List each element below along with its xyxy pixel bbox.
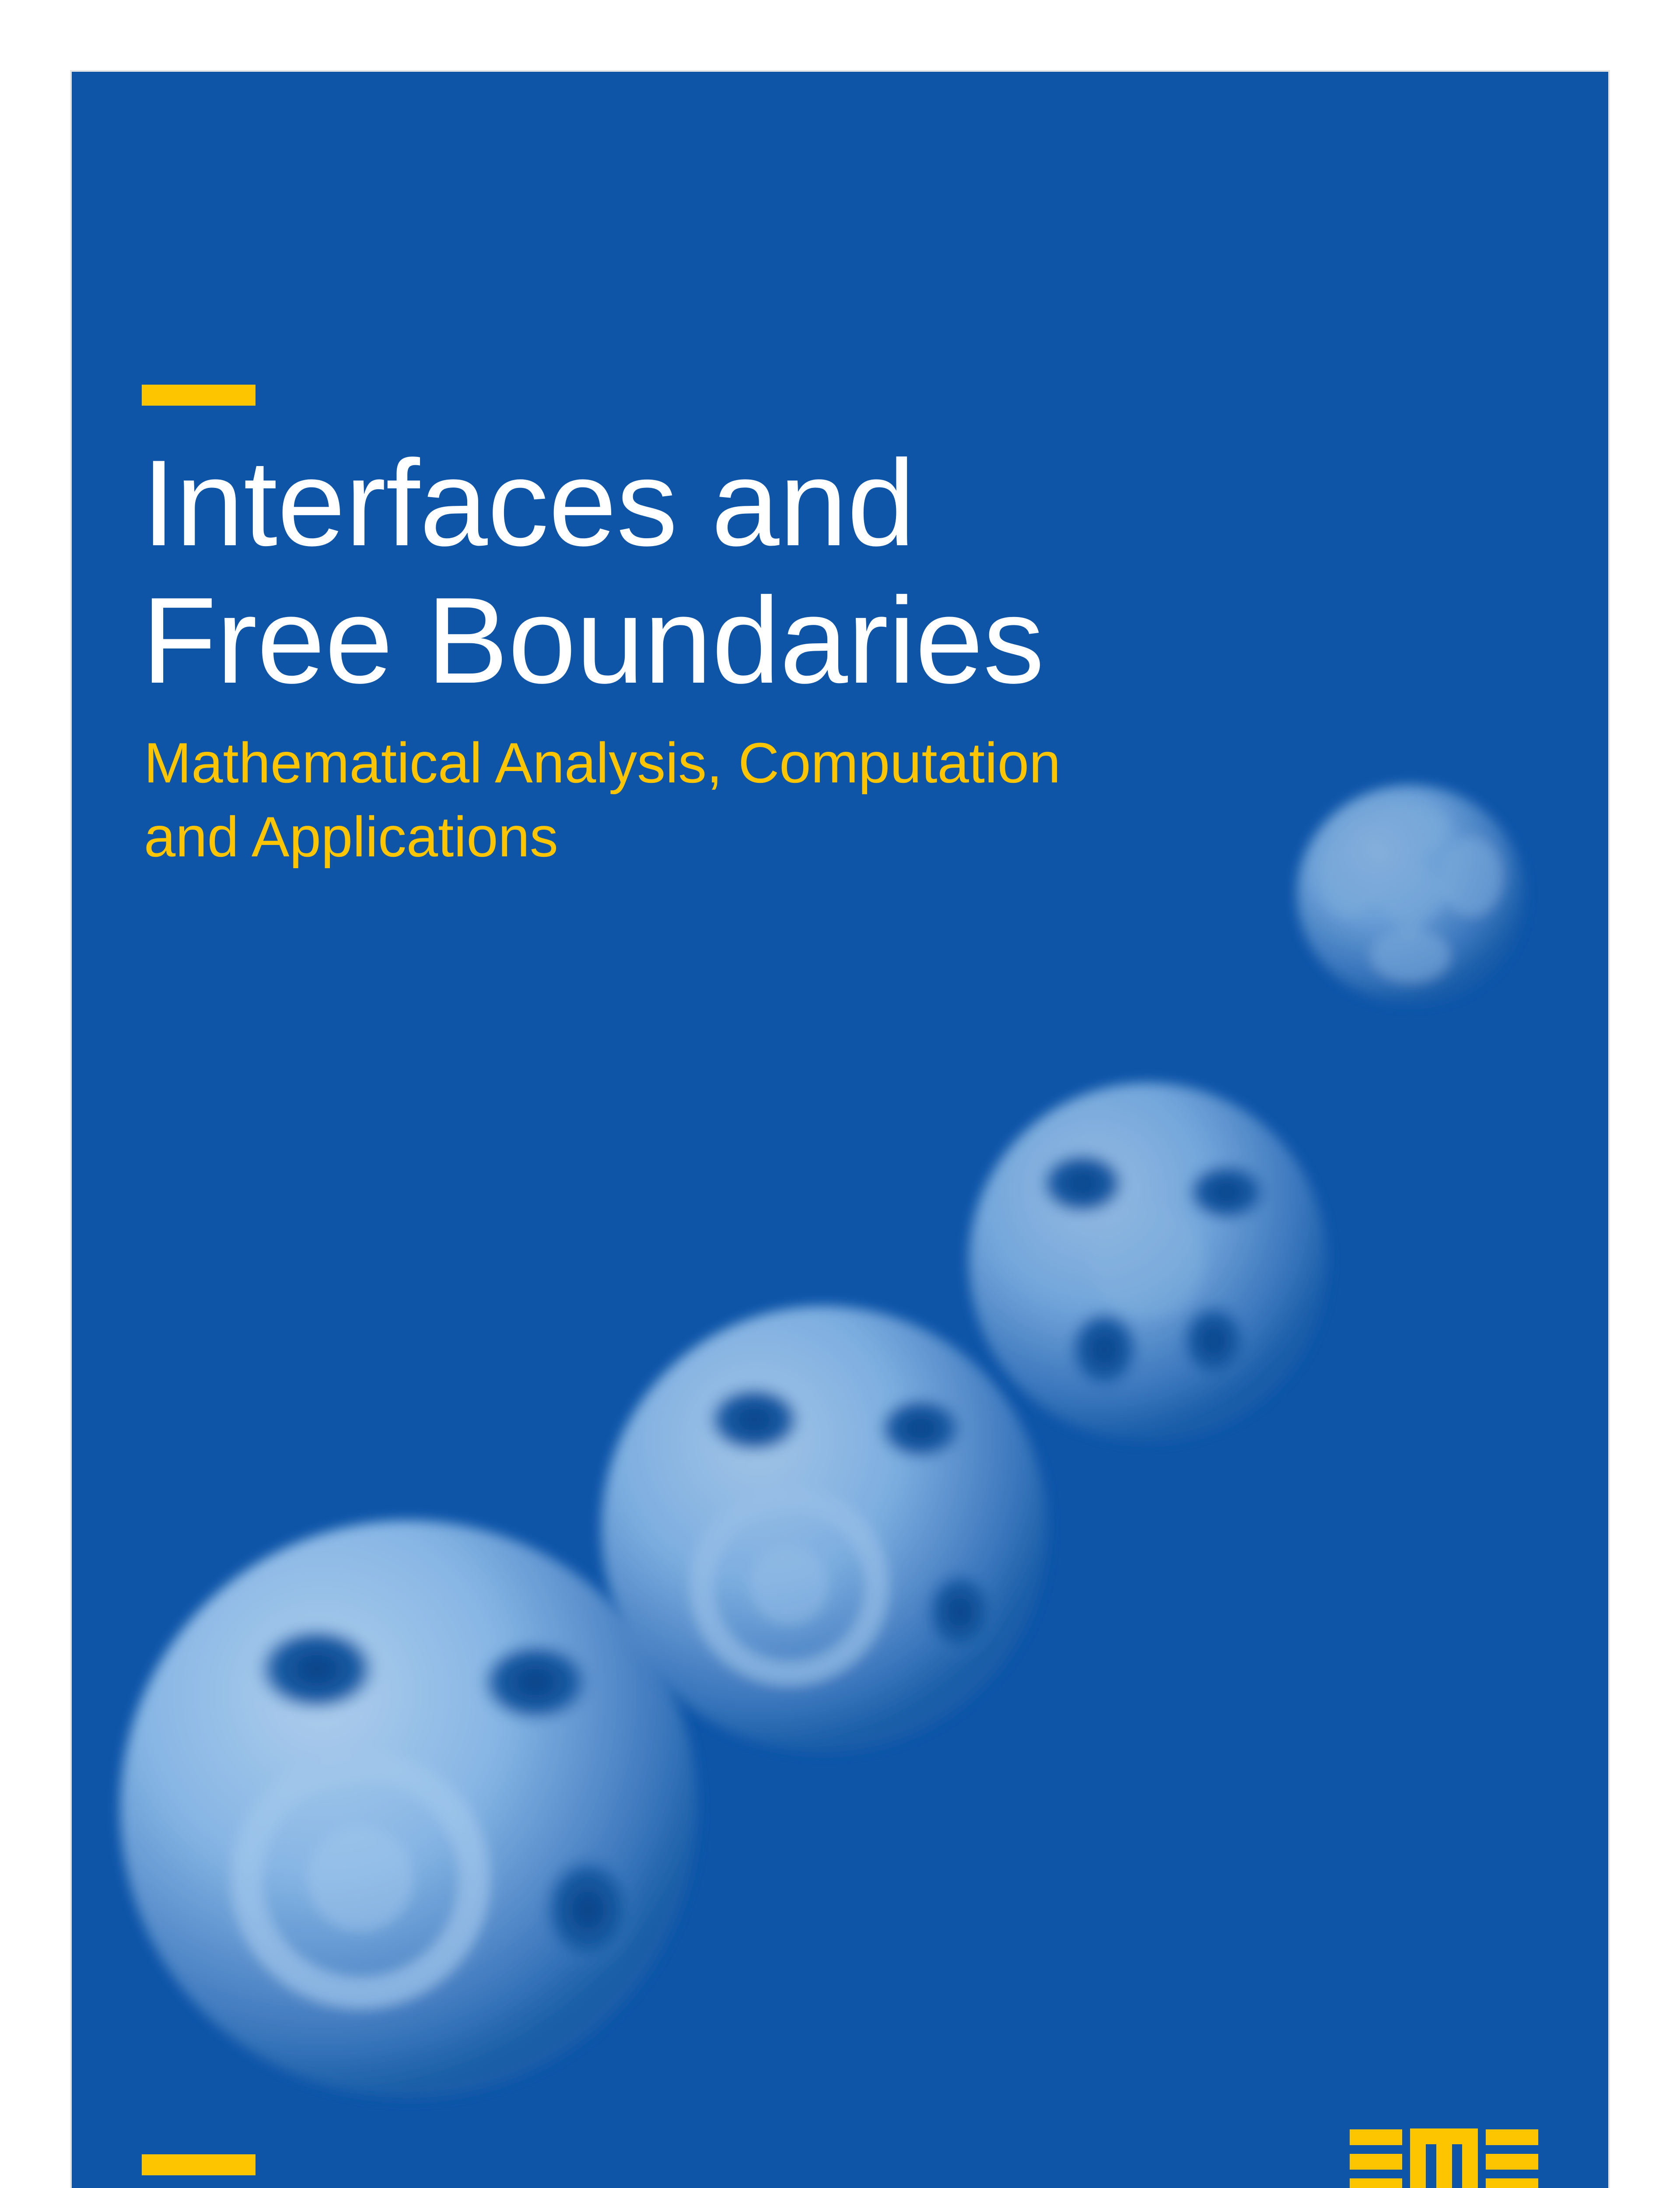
accent-bars-bottom [142,2133,256,2188]
journal-cover: Interfaces and Free Boundaries Mathemati… [70,70,1610,2188]
title-line-2: Free Boundaries [142,572,1044,709]
journal-title: Interfaces and Free Boundaries [142,435,1044,709]
subtitle-line-2: and Applications [144,805,558,869]
journal-subtitle: Mathematical Analysis, Computation and A… [144,726,1060,874]
ems-logo-letters [1350,2128,1538,2188]
cover-graphics [72,72,1608,2188]
title-line-1: Interfaces and [142,435,915,572]
accent-bar-bottom-1 [142,2154,256,2175]
ems-logo-s [1486,2129,1538,2188]
subtitle-line-1: Mathematical Analysis, Computation [144,731,1060,795]
ems-logo-m [1410,2128,1478,2188]
accent-bar-top [142,385,256,406]
orb-sequence-svg [72,72,1608,2188]
ems-logo-e [1350,2129,1402,2188]
ems-press-logo: PRESS [1350,2128,1538,2188]
